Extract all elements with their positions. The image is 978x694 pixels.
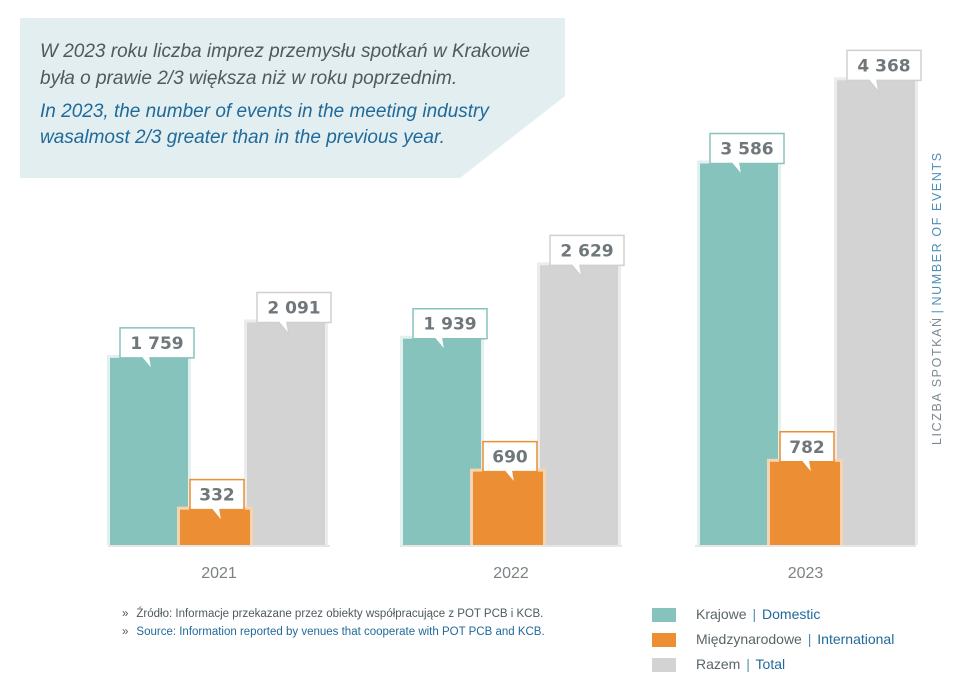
source-text-english: Source: Information reported by venues t…	[136, 626, 545, 638]
bar-international-2021	[180, 509, 250, 545]
x-tick-label-2021: 2021	[201, 565, 237, 582]
bullet-marker: »	[122, 608, 129, 620]
value-label-text: 782	[789, 438, 825, 458]
headline-english-line2: wasalmost 2/3 greater than in the previo…	[40, 127, 445, 148]
value-label-domestic-2022: 1 939	[412, 307, 488, 354]
value-label-total-2021: 2 091	[256, 291, 332, 338]
headline-english: In 2023, the number of events in the mee…	[40, 99, 550, 151]
value-labels-layer: 1 759 1 939 3 586 332 690 782 2 091 2 629 4 368	[119, 49, 922, 525]
value-label-international-2021: 332	[189, 478, 245, 525]
value-label-international-2022: 690	[482, 440, 538, 487]
value-label-box	[412, 307, 488, 354]
bar-domestic-2021	[110, 357, 188, 545]
bar-total-2021	[247, 322, 325, 545]
legend-separator: |	[746, 656, 750, 672]
legend-label-polish: Krajowe	[696, 606, 747, 622]
headline-polish-line2: była o prawie 2/3 większa niż w roku pop…	[40, 68, 458, 89]
legend-label-english: Domestic	[762, 606, 821, 622]
value-label-box	[482, 440, 538, 487]
source-note-polish: » Źródło: Informacje przekazane przez obi…	[122, 608, 543, 620]
bar-international-2022	[473, 471, 543, 545]
x-tick-label-2022: 2022	[493, 565, 529, 582]
value-label-box	[189, 478, 245, 525]
legend-swatch-total	[652, 658, 676, 672]
value-label-box	[549, 234, 625, 280]
bar-domestic-2023	[700, 163, 778, 546]
value-label-domestic-2021: 1 759	[119, 327, 195, 373]
legend-label-polish: Międzynarodowe	[696, 631, 802, 647]
headline-callout	[20, 18, 565, 178]
bar-total-2023	[837, 80, 915, 545]
x-axis-layer: 2021 2022 2023	[108, 545, 916, 582]
value-label-text: 2 629	[560, 241, 613, 261]
bar-domestic-2022	[403, 338, 481, 545]
value-label-box	[256, 291, 332, 338]
value-label-domestic-2023: 3 586	[709, 132, 785, 179]
bar-international-2023	[770, 461, 840, 545]
legend-label-english: International	[817, 631, 895, 647]
value-label-text: 1 759	[130, 334, 183, 354]
value-label-box	[779, 431, 835, 477]
bullet-marker: »	[122, 626, 129, 638]
legend-label-english: Total	[755, 656, 786, 672]
legend-swatch-domestic	[652, 608, 676, 622]
legend-label-polish: Razem	[696, 656, 741, 672]
y-axis-label: LICZBA SPOTKAŃ | NUMBER OF EVENTS	[930, 145, 944, 445]
headline-english-line1: In 2023, the number of events in the mee…	[40, 101, 489, 122]
bars-layer	[107, 77, 918, 546]
callout-background	[20, 18, 565, 178]
source-text-polish: Źródło: Informacje przekazane przez obie…	[136, 608, 544, 620]
legend-swatch-international	[652, 633, 676, 647]
y-axis-label-separator: |	[930, 308, 944, 314]
value-label-total-2022: 2 629	[549, 234, 625, 280]
legend-separator: |	[752, 606, 757, 622]
legend-separator: |	[807, 631, 812, 647]
value-label-text: 690	[492, 448, 528, 468]
value-label-box	[119, 327, 195, 373]
value-label-international-2023: 782	[779, 431, 835, 477]
value-label-text: 2 091	[267, 299, 320, 319]
headline-polish: W 2023 roku liczba imprez przemysłu spot…	[40, 38, 550, 92]
value-label-box	[846, 49, 922, 95]
x-tick-label-2023: 2023	[788, 565, 824, 582]
value-label-box	[709, 132, 785, 179]
source-note-english: » Source: Information reported by venues …	[122, 626, 545, 638]
value-label-text: 3 586	[720, 140, 773, 160]
y-axis-label-polish: LICZBA SPOTKAŃ	[930, 316, 944, 445]
value-label-text: 1 939	[423, 315, 476, 335]
value-label-text: 332	[199, 486, 235, 506]
value-label-total-2023: 4 368	[846, 49, 922, 95]
headline-polish-line1: W 2023 roku liczba imprez przemysłu spot…	[40, 41, 530, 62]
y-axis-label-english: NUMBER OF EVENTS	[930, 151, 944, 306]
bar-total-2022	[540, 265, 618, 545]
value-label-text: 4 368	[857, 56, 910, 76]
